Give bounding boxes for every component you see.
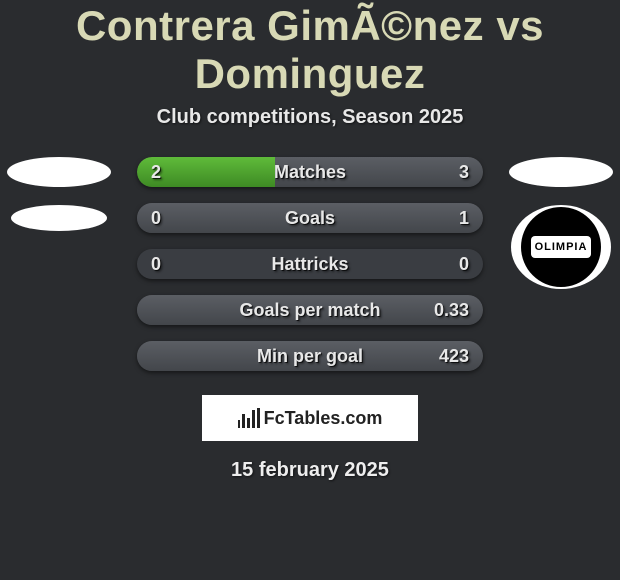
club-placeholder-icon: [7, 157, 111, 187]
right-badges: OLIMPIA: [506, 157, 616, 289]
stat-label: Goals: [137, 203, 483, 233]
stat-bar: Goals per match0.33: [137, 295, 483, 325]
stat-label: Goals per match: [137, 295, 483, 325]
page-title: Contrera GimÃ©nez vs Dominguez: [0, 0, 620, 98]
left-badges: [4, 157, 114, 231]
stat-value-left: 0: [151, 203, 161, 233]
stat-label: Min per goal: [137, 341, 483, 371]
stat-value-right: 3: [459, 157, 469, 187]
stats-bars: Matches23Goals01Hattricks00Goals per mat…: [137, 157, 483, 371]
stat-label: Matches: [137, 157, 483, 187]
stat-label: Hattricks: [137, 249, 483, 279]
stat-value-right: 0: [459, 249, 469, 279]
stat-value-right: 423: [439, 341, 469, 371]
comparison-panel: OLIMPIA Matches23Goals01Hattricks00Goals…: [0, 157, 620, 371]
subtitle: Club competitions, Season 2025: [0, 106, 620, 129]
banner-text: FcTables.com: [264, 408, 383, 429]
club-placeholder-icon: [509, 157, 613, 187]
olimpia-badge-text: OLIMPIA: [535, 241, 588, 253]
stat-value-left: 2: [151, 157, 161, 187]
stat-bar: Goals0 1: [137, 203, 483, 233]
chart-bars-icon: [238, 408, 260, 428]
stat-bar: Hattricks0 0: [137, 249, 483, 279]
fctables-banner: FcTables.com: [202, 395, 418, 441]
stat-bar: Matches2 3: [137, 157, 483, 187]
club-placeholder-icon: [11, 205, 107, 231]
footer-date: 15 february 2025: [0, 459, 620, 482]
stat-value-right: 0.33: [434, 295, 469, 325]
stat-value-left: 0: [151, 249, 161, 279]
stat-bar: Min per goal423: [137, 341, 483, 371]
stat-value-right: 1: [459, 203, 469, 233]
olimpia-badge-icon: OLIMPIA: [511, 205, 611, 289]
